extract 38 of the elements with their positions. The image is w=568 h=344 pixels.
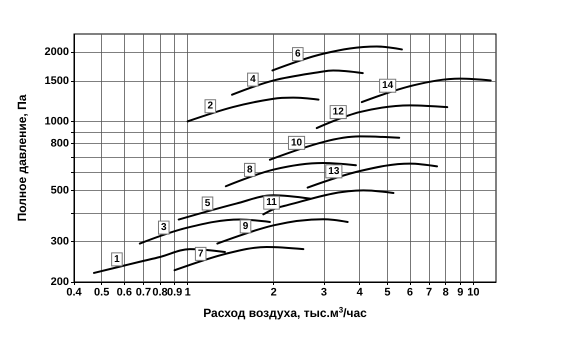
series-label: 13 (328, 166, 340, 177)
y-tick-label: 800 (50, 138, 69, 150)
series-label: 12 (332, 106, 344, 118)
y-tick-label: 2000 (44, 46, 69, 58)
x-tick-label: 3 (320, 286, 328, 298)
x-tick-label: 6 (406, 286, 414, 298)
series-label: 2 (208, 100, 214, 112)
series-label: 4 (250, 74, 256, 86)
series-label: 5 (204, 198, 211, 210)
x-tick-label: 9 (457, 286, 464, 298)
x-tick-label: 0.6 (116, 286, 132, 298)
x-tick-label: 0.5 (94, 286, 110, 298)
y-tick-label: 300 (50, 236, 69, 248)
y-axis-title: Полное давление, Па (15, 94, 29, 222)
x-tick-label: 10 (467, 286, 480, 298)
x-tick-label: 7 (426, 286, 432, 298)
y-tick-label: 1000 (44, 115, 69, 128)
x-tick-label: 0.9 (166, 286, 182, 298)
x-tick-label: 5 (384, 286, 390, 298)
series-label: 10 (290, 137, 303, 148)
series-label: 6 (295, 48, 302, 60)
x-tick-label: 1 (184, 286, 191, 298)
y-tick-label: 200 (50, 276, 69, 288)
x-tick-label: 2 (270, 286, 277, 298)
series-label: 8 (246, 164, 253, 176)
series-label: 11 (266, 197, 278, 208)
x-tick-label: 0.8 (152, 286, 168, 298)
series-label: 7 (198, 248, 204, 260)
series-label: 9 (242, 220, 249, 232)
x-tick-label: 4 (356, 286, 364, 298)
series-label: 3 (160, 222, 167, 234)
y-tick-label: 1500 (44, 74, 69, 87)
x-tick-label: 0.7 (136, 286, 152, 298)
series-label: 14 (382, 80, 394, 92)
x-tick-label: 0.4 (66, 286, 83, 298)
x-tick-label: 8 (442, 286, 449, 298)
series-label: 1 (114, 254, 120, 265)
y-tick-label: 500 (50, 184, 69, 197)
